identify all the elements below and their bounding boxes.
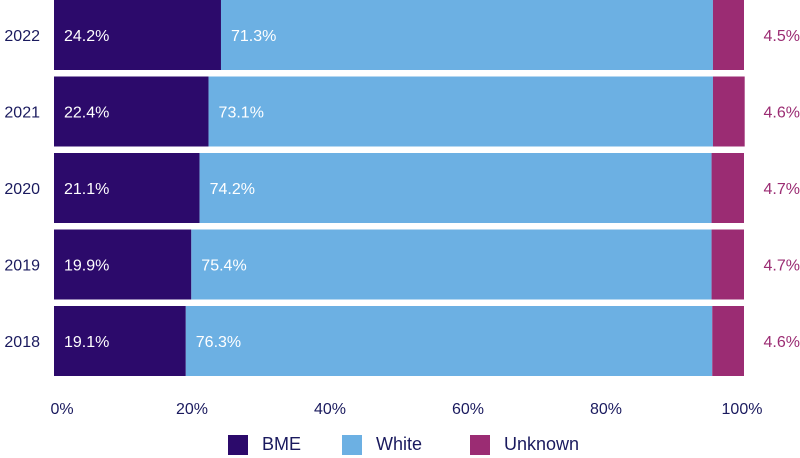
legend: BME White Unknown bbox=[0, 434, 800, 458]
x-tick-label: 40% bbox=[314, 401, 346, 418]
x-tick-label: 20% bbox=[176, 401, 208, 418]
data-label-unknown-2020: 4.7% bbox=[764, 181, 800, 198]
x-tick-label: 0% bbox=[50, 401, 73, 418]
bar-bme-2021 bbox=[54, 76, 209, 147]
data-label-white-2018: 76.3% bbox=[196, 334, 241, 351]
legend-item-unknown: Unknown bbox=[470, 434, 579, 455]
bar-bme-2020 bbox=[54, 153, 200, 223]
stacked-bar-chart: 2022 24.2% 71.3% 4.5% 2021 22.4% 73.1% 4.6% 2020… bbox=[4, 0, 800, 418]
bar-unknown-2018 bbox=[712, 306, 744, 376]
data-label-bme-2020: 21.1% bbox=[64, 181, 109, 198]
category-label-2018: 2018 bbox=[4, 334, 40, 351]
bar-bme-2022 bbox=[54, 0, 221, 70]
data-label-unknown-2021: 4.6% bbox=[764, 105, 800, 122]
bar-white-2018 bbox=[185, 306, 713, 376]
data-label-bme-2021: 22.4% bbox=[64, 105, 109, 122]
data-label-white-2019: 75.4% bbox=[201, 258, 246, 275]
bar-unknown-2021 bbox=[712, 76, 745, 147]
data-label-white-2022: 71.3% bbox=[231, 28, 276, 45]
category-label-2019: 2019 bbox=[4, 258, 40, 275]
category-label-2022: 2022 bbox=[4, 28, 40, 45]
legend-item-bme: BME bbox=[228, 434, 301, 455]
legend-label-white: White bbox=[376, 434, 423, 454]
category-label-2020: 2020 bbox=[4, 181, 40, 198]
bar-unknown-2022 bbox=[712, 0, 744, 70]
legend-label-unknown: Unknown bbox=[504, 434, 580, 454]
bar-white-2019 bbox=[191, 229, 712, 300]
legend-label-bme: BME bbox=[262, 434, 302, 454]
data-label-unknown-2019: 4.7% bbox=[764, 258, 800, 275]
data-label-white-2021: 73.1% bbox=[219, 105, 264, 122]
category-label-2021: 2021 bbox=[4, 105, 40, 122]
x-tick-label: 100% bbox=[722, 401, 763, 418]
bar-white-2022 bbox=[220, 0, 713, 70]
data-label-bme-2019: 19.9% bbox=[64, 258, 109, 275]
bar-bme-2018 bbox=[54, 306, 186, 376]
x-tick-label: 80% bbox=[590, 401, 622, 418]
legend-swatch-unknown bbox=[470, 434, 490, 455]
data-label-white-2020: 74.2% bbox=[210, 181, 255, 198]
data-label-unknown-2022: 4.5% bbox=[764, 28, 800, 45]
data-label-unknown-2018: 4.6% bbox=[764, 334, 800, 351]
x-tick-label: 60% bbox=[452, 401, 484, 418]
bar-white-2020 bbox=[199, 153, 712, 223]
legend-swatch-bme bbox=[228, 434, 248, 455]
bar-bme-2019 bbox=[54, 229, 192, 300]
data-label-bme-2018: 19.1% bbox=[64, 334, 109, 351]
legend-swatch-white bbox=[342, 434, 362, 455]
data-label-bme-2022: 24.2% bbox=[64, 28, 109, 45]
legend-item-white: White bbox=[342, 434, 422, 455]
bar-unknown-2019 bbox=[711, 229, 744, 300]
bar-white-2021 bbox=[208, 76, 713, 147]
bar-unknown-2020 bbox=[711, 153, 744, 223]
